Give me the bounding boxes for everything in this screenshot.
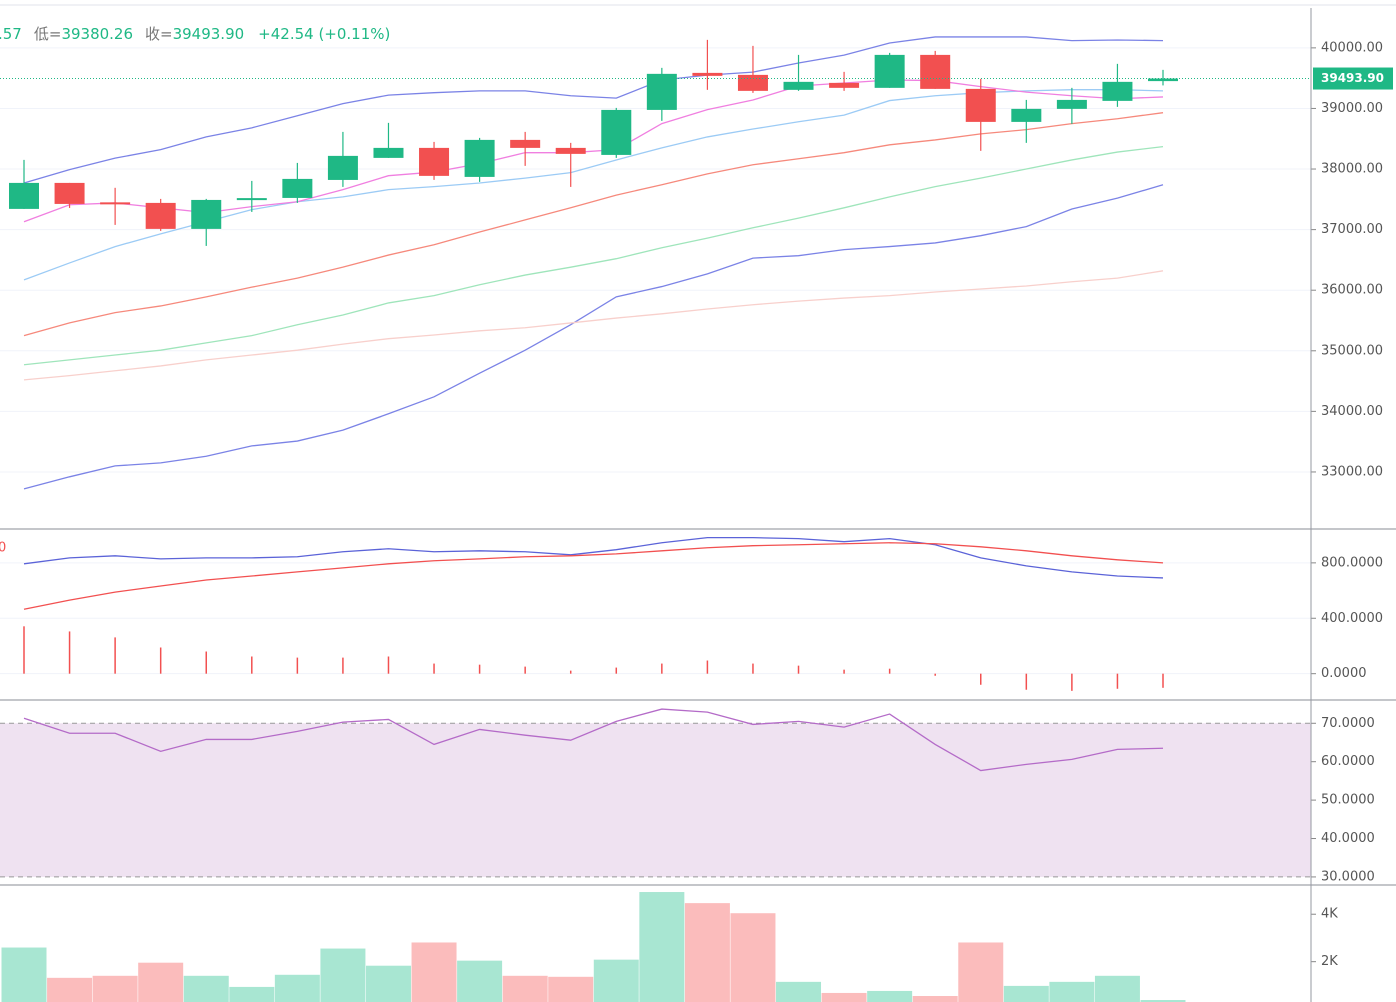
volume-bar: [1140, 1000, 1186, 1002]
candle-body: [920, 54, 951, 89]
volume-bar: [1049, 981, 1095, 1002]
volume-bar: [867, 990, 913, 1002]
candle-body: [282, 178, 313, 198]
indicator-line: [23, 112, 1164, 337]
candle-body: [555, 147, 586, 154]
volume-bar: [411, 942, 457, 1002]
y-tick-label: 50.0000: [1321, 793, 1375, 808]
indicator-line: [23, 145, 1164, 366]
candle-body: [100, 202, 131, 205]
volume-bar: [1094, 975, 1140, 1002]
volume-bar: [457, 960, 503, 1002]
indicator-line: [23, 36, 1164, 184]
candle-body: [510, 139, 541, 148]
y-tick-label: 40000.00: [1321, 40, 1383, 55]
volume-bar: [593, 959, 639, 1002]
ohlc-label: 收=: [145, 25, 173, 43]
volume-bar: [958, 942, 1004, 1002]
indicator-line: [23, 184, 1164, 490]
volume-bar: [821, 992, 867, 1002]
y-tick-label: 34000.00: [1321, 404, 1383, 419]
y-tick-label: 37000.00: [1321, 222, 1383, 237]
volume-bar: [92, 975, 138, 1002]
volume-bar: [1, 947, 47, 1002]
candle-body: [646, 73, 677, 110]
ohlc-label: 低=: [34, 25, 62, 43]
y-tick-label: 2K: [1321, 954, 1338, 969]
y-tick-label: 30.0000: [1321, 869, 1375, 884]
indicator-line: [23, 542, 1164, 610]
volume-bar: [47, 977, 93, 1002]
volume-bar: [183, 975, 229, 1002]
indicator-label: 0: [0, 541, 6, 556]
last-price-box: [1313, 67, 1393, 90]
y-tick-label: 400.0000: [1321, 611, 1383, 626]
y-tick-label: 60.0000: [1321, 754, 1375, 769]
volume-bar: [365, 965, 411, 1002]
y-tick-label: 36000.00: [1321, 283, 1383, 298]
candle-body: [874, 54, 905, 88]
indicator-line: [23, 270, 1164, 381]
candle-body: [145, 202, 176, 229]
candle-body: [327, 155, 358, 180]
candle-body: [191, 199, 222, 229]
y-tick-label: 39000.00: [1321, 101, 1383, 116]
candle-body: [783, 81, 814, 90]
rsi-band: [0, 723, 1311, 877]
volume-bar: [229, 986, 275, 1002]
volume-bar: [320, 948, 366, 1002]
candle-body: [737, 74, 768, 91]
candle-body: [965, 88, 996, 122]
candle-body: [601, 109, 632, 155]
ohlc-value: +42.54 (+0.11%): [258, 25, 390, 43]
volume-bar: [684, 903, 730, 1002]
candle-body: [1011, 108, 1042, 122]
volume-bar: [639, 892, 685, 1002]
candle-body: [373, 147, 404, 158]
candle-body: [692, 72, 723, 76]
volume-bar: [274, 974, 320, 1002]
candle-body: [829, 82, 860, 88]
volume-bar: [776, 981, 822, 1002]
candle-body: [464, 139, 495, 177]
last-price-label: 39493.90: [1321, 71, 1384, 85]
volume-bar: [912, 995, 958, 1002]
y-tick-label: 38000.00: [1321, 162, 1383, 177]
candle-body: [54, 182, 85, 204]
indicator-line: [23, 708, 1164, 772]
indicator-line: [23, 536, 1164, 579]
candle-body: [419, 147, 450, 176]
y-tick-label: 0.0000: [1321, 666, 1367, 681]
candle-body: [1056, 99, 1087, 109]
ohlc-header: .57 低=39380.26 收=39493.90 +42.54 (+0.11%): [0, 25, 390, 43]
y-tick-label: 800.0000: [1321, 555, 1383, 570]
volume-bar: [502, 975, 548, 1002]
ohlc-value: .57: [0, 25, 22, 43]
y-tick-label: 35000.00: [1321, 343, 1383, 358]
candle-body: [1148, 78, 1178, 82]
ohlc-value: 39493.90: [173, 25, 245, 43]
candle-body: [9, 182, 39, 209]
y-tick-label: 70.0000: [1321, 716, 1375, 731]
candle-body: [236, 198, 267, 201]
y-tick-label: 33000.00: [1321, 464, 1383, 479]
volume-bar: [730, 913, 776, 1002]
volume-bar: [548, 976, 594, 1002]
y-tick-label: 40.0000: [1321, 831, 1375, 846]
ohlc-value: 39380.26: [61, 25, 133, 43]
y-tick-label: 4K: [1321, 907, 1338, 922]
volume-bar: [138, 962, 184, 1002]
candle-body: [1102, 81, 1133, 101]
volume-bar: [1003, 985, 1049, 1002]
